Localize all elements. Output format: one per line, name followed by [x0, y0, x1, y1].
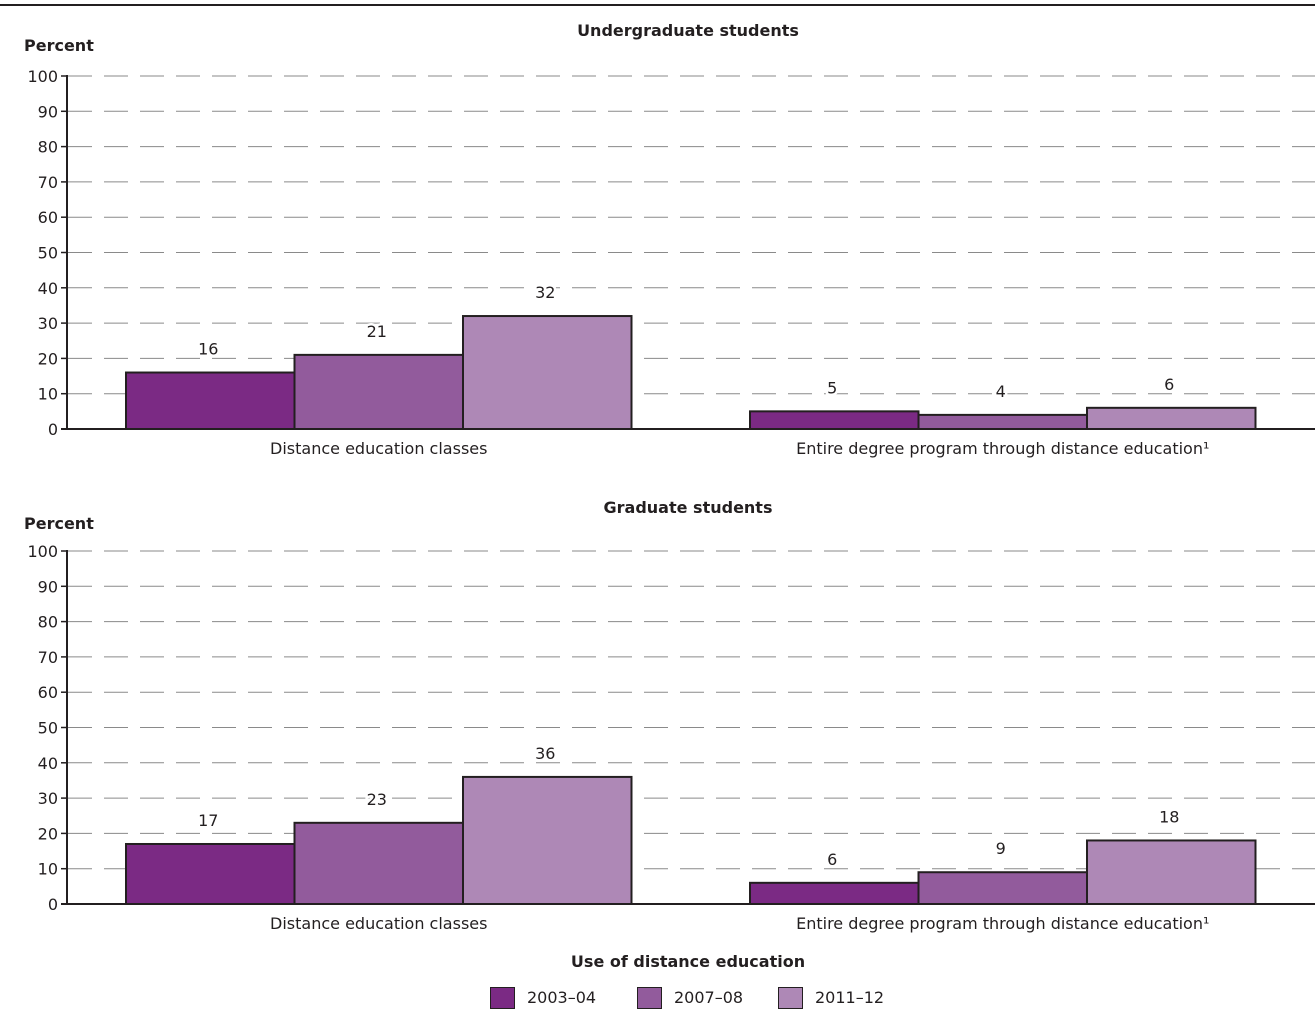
chart-title: Undergraduate students [577, 21, 799, 40]
y-tick-label: 60 [38, 208, 58, 227]
y-tick-label: 80 [38, 138, 58, 157]
legend-label: 2007–08 [674, 988, 744, 1007]
y-tick-label: 100 [27, 67, 58, 86]
y-tick-label: 40 [38, 754, 58, 773]
top-rule [0, 4, 1315, 6]
y-tick-label: 90 [38, 577, 58, 596]
y-tick-label: 10 [38, 385, 58, 404]
bar-2003–04 [125, 842, 296, 905]
y-tick-label: 40 [38, 279, 58, 298]
category-label: Distance education classes [270, 439, 487, 458]
bar-value-label: 9 [996, 839, 1006, 858]
bar-value-label: 21 [367, 322, 387, 341]
bar-2007–08 [293, 353, 464, 430]
chart-panel-0: Undergraduate students Percent 0 10 20 30 40 50… [24, 21, 1315, 458]
y-tick-label: 0 [48, 420, 58, 439]
category-label: Entire degree program through distance e… [796, 439, 1209, 458]
category-label: Entire degree program through distance e… [796, 914, 1209, 933]
y-tick-label: 70 [38, 648, 58, 667]
legend: 2003–04 2007–08 2011–12 [0, 986, 1315, 1012]
bar-value-label: 16 [198, 340, 218, 359]
y-tick-label: 60 [38, 683, 58, 702]
bar-value-label: 23 [367, 790, 387, 809]
bar-value-label: 18 [1159, 807, 1179, 826]
y-tick-label: 30 [38, 314, 58, 333]
bar-2011–12 [1086, 406, 1257, 431]
y-tick-label: 50 [38, 719, 58, 738]
y-tick-label: 70 [38, 173, 58, 192]
chart-panel-1: Graduate students Percent 0 10 20 30 40 50 60 70 8… [24, 498, 1315, 933]
bar-2003–04 [749, 881, 920, 906]
y-tick-label: 0 [48, 895, 58, 914]
y-tick-label: 90 [38, 102, 58, 121]
legend-label: 2011–12 [815, 988, 885, 1007]
bar-value-label: 17 [198, 811, 218, 830]
y-axis-label: Percent [24, 514, 94, 533]
bar-2007–08 [917, 871, 1088, 905]
bar-value-label: 6 [827, 850, 837, 869]
y-tick-label: 20 [38, 824, 58, 843]
y-tick-label: 80 [38, 613, 58, 632]
legend-swatch [637, 987, 662, 1009]
legend-label: 2003–04 [527, 988, 597, 1007]
bar-2011–12 [462, 775, 633, 905]
x-axis-title: Use of distance education [571, 952, 805, 971]
bar-2003–04 [125, 371, 296, 430]
y-axis-label: Percent [24, 36, 94, 55]
bar-2007–08 [917, 413, 1088, 431]
y-tick-label: 100 [27, 542, 58, 561]
bar-value-label: 6 [1164, 375, 1174, 394]
chart-title: Graduate students [604, 498, 773, 517]
bar-value-label: 32 [535, 283, 555, 302]
bar-2003–04 [749, 410, 920, 431]
y-tick-label: 20 [38, 349, 58, 368]
legend-swatch [778, 987, 803, 1009]
category-label: Distance education classes [270, 914, 487, 933]
bar-value-label: 4 [996, 382, 1006, 401]
legend-swatch [490, 987, 515, 1009]
bar-2011–12 [462, 315, 633, 431]
bar-2007–08 [293, 821, 464, 905]
y-tick-label: 30 [38, 789, 58, 808]
bar-value-label: 36 [535, 744, 555, 763]
y-tick-label: 10 [38, 860, 58, 879]
bar-2011–12 [1086, 839, 1257, 906]
bar-value-label: 5 [827, 378, 837, 397]
y-tick-label: 50 [38, 244, 58, 263]
